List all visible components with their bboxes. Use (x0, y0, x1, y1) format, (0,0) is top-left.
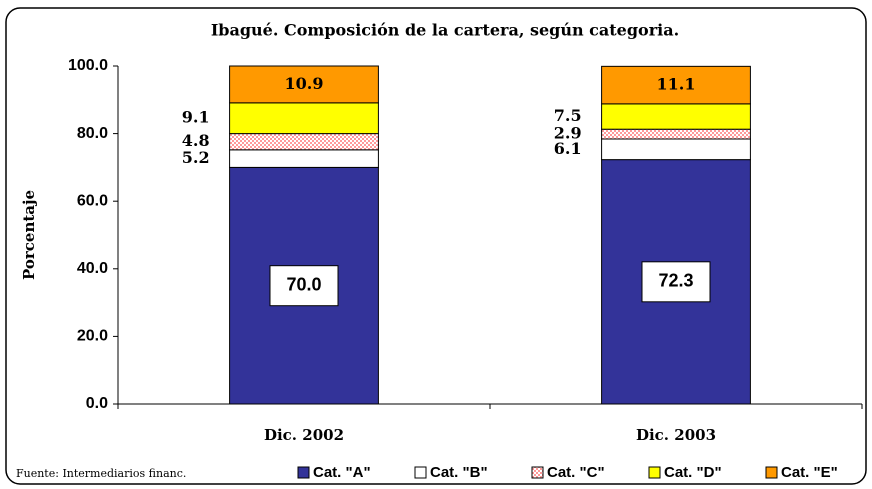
value-label: 4.8 (182, 131, 210, 150)
legend-label: Cat. "D" (664, 464, 722, 481)
value-label: 7.5 (554, 106, 582, 125)
x-tick-label: Dic. 2003 (636, 426, 716, 444)
y-tick-label: 40.0 (77, 260, 108, 277)
source: Fuente: Intermediarios financ. (16, 467, 186, 480)
value-label: 2.9 (554, 124, 582, 143)
y-tick-label: 100.0 (68, 57, 108, 74)
legend-label: Cat. "C" (547, 464, 605, 481)
value-label: 5.2 (182, 148, 210, 167)
bar-segment (601, 103, 751, 130)
value-label: 70.0 (286, 274, 321, 294)
bar-segment (601, 138, 751, 161)
legend-swatch (648, 466, 661, 479)
bar-segment (229, 133, 379, 151)
value-label: 9.1 (182, 108, 210, 127)
value-label: 72.3 (658, 271, 693, 291)
value-label: 11.1 (657, 75, 696, 94)
chart-title: Ibagué. Composición de la cartera, según… (211, 21, 679, 40)
bar-segment (601, 65, 751, 105)
y-tick-label: 0.0 (86, 395, 108, 412)
y-tick-label: 80.0 (77, 125, 108, 142)
bar-segment (229, 149, 379, 168)
legend-swatch (765, 466, 778, 479)
legend-label: Cat. "B" (430, 464, 488, 481)
y-axis-label: Porcentaje (20, 190, 38, 280)
legend-swatch (414, 466, 427, 479)
bar-segment (229, 102, 379, 135)
y-tick-label: 60.0 (77, 192, 108, 209)
value-label: 6.1 (554, 139, 582, 158)
bar-segment (229, 65, 379, 104)
legend-swatch (297, 466, 310, 479)
legend-label: Cat. "E" (781, 464, 838, 481)
value-label-box (269, 265, 339, 307)
bar-segment (601, 128, 751, 140)
legend-swatch (531, 466, 544, 479)
legend-label: Cat. "A" (313, 464, 371, 481)
value-label-box (641, 261, 711, 303)
value-label: 10.9 (285, 74, 324, 93)
x-tick-label: Dic. 2002 (264, 426, 344, 444)
y-tick-label: 20.0 (77, 328, 108, 345)
